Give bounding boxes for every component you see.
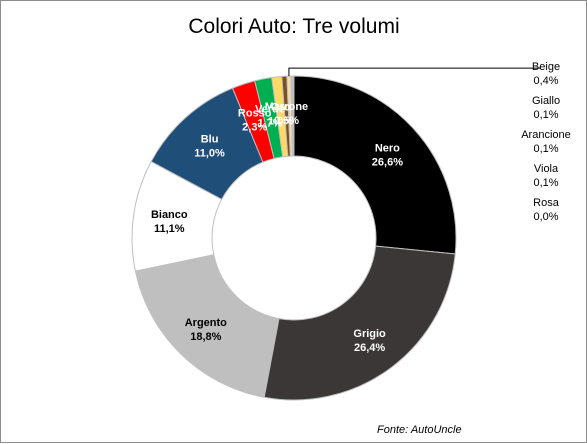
legend-entry-arancione: Arancione 0,1% [521, 129, 571, 155]
slice-nero [293, 75, 457, 255]
slice-label-name-argento: Argento [185, 317, 227, 329]
legend-entry-rosa: Rosa 0,0% [533, 197, 560, 223]
donut-slices [131, 75, 457, 401]
slice-label-value-marrone: 0,5% [274, 115, 299, 127]
slice-argento [134, 254, 280, 398]
slice-label-bianco: Bianco 11,1% [151, 209, 188, 235]
slice-label-name-nero: Nero [375, 142, 400, 154]
slice-label-value-rosso: 2,3% [242, 121, 267, 133]
slice-grigio [263, 245, 456, 401]
leader-line [288, 67, 541, 77]
slice-label-value-argento: 18,8% [190, 331, 221, 343]
legend-entry-giallo: Giallo 0,1% [532, 95, 560, 121]
legend-name-arancione: Arancione [521, 129, 571, 141]
slice-label-nero: Nero 26,6% [372, 142, 403, 168]
slice-label-oro: Oro 1,0% [268, 102, 293, 128]
chart-title: Colori Auto: Tre volumi [188, 15, 399, 38]
slice-label-value-blu: 11,0% [194, 147, 225, 159]
legend-entry-viola: Viola 0,1% [533, 163, 559, 189]
slice-label-name-grigio: Grigio [353, 328, 386, 340]
legend-value-giallo: 0,1% [533, 109, 558, 121]
slice-label-marrone: Marrone 0,5% [265, 101, 308, 127]
slice-label-name-marrone: Marrone [265, 101, 308, 113]
legend-value-arancione: 0,1% [533, 143, 558, 155]
slice-label-name-verde: Verde [255, 103, 285, 115]
slice-label-name-oro: Oro [271, 102, 291, 114]
legend-value-beige: 0,4% [533, 75, 558, 87]
slice-viola [292, 75, 295, 157]
legend-value-rosa: 0,0% [533, 211, 558, 223]
legend-value-viola: 0,1% [533, 177, 558, 189]
legend-name-giallo: Giallo [532, 95, 560, 107]
chart-source: Fonte: AutoUncle [377, 424, 462, 436]
slice-label-value-grigio: 26,4% [354, 342, 385, 354]
slice-labels: Nero 26,6% Grigio 26,4% Argento 18,8% Bianco 11… [151, 101, 403, 354]
slice-label-value-nero: 26,6% [372, 156, 403, 168]
legend: Beige 0,4% Giallo 0,1% Arancione 0,1% Viola 0,1… [288, 61, 571, 223]
legend-name-viola: Viola [534, 163, 559, 175]
slice-label-verde: Verde 1,7% [255, 103, 285, 129]
slice-label-value-verde: 1,7% [257, 117, 282, 129]
slice-label-value-oro: 1,0% [268, 116, 293, 128]
slice-label-rosso: Rosso 2,3% [238, 107, 272, 133]
slice-label-name-bianco: Bianco [151, 209, 188, 221]
slice-label-blu: Blu 11,0% [194, 133, 225, 159]
slice-label-name-rosso: Rosso [238, 107, 272, 119]
legend-entry-beige: Beige 0,4% [532, 61, 560, 87]
slice-label-name-blu: Blu [201, 133, 219, 145]
slice-label-value-bianco: 11,1% [154, 223, 185, 235]
slice-label-argento: Argento 18,8% [185, 317, 227, 343]
legend-name-beige: Beige [532, 61, 560, 73]
slice-label-grigio: Grigio 26,4% [353, 328, 386, 354]
legend-name-rosa: Rosa [533, 197, 560, 209]
